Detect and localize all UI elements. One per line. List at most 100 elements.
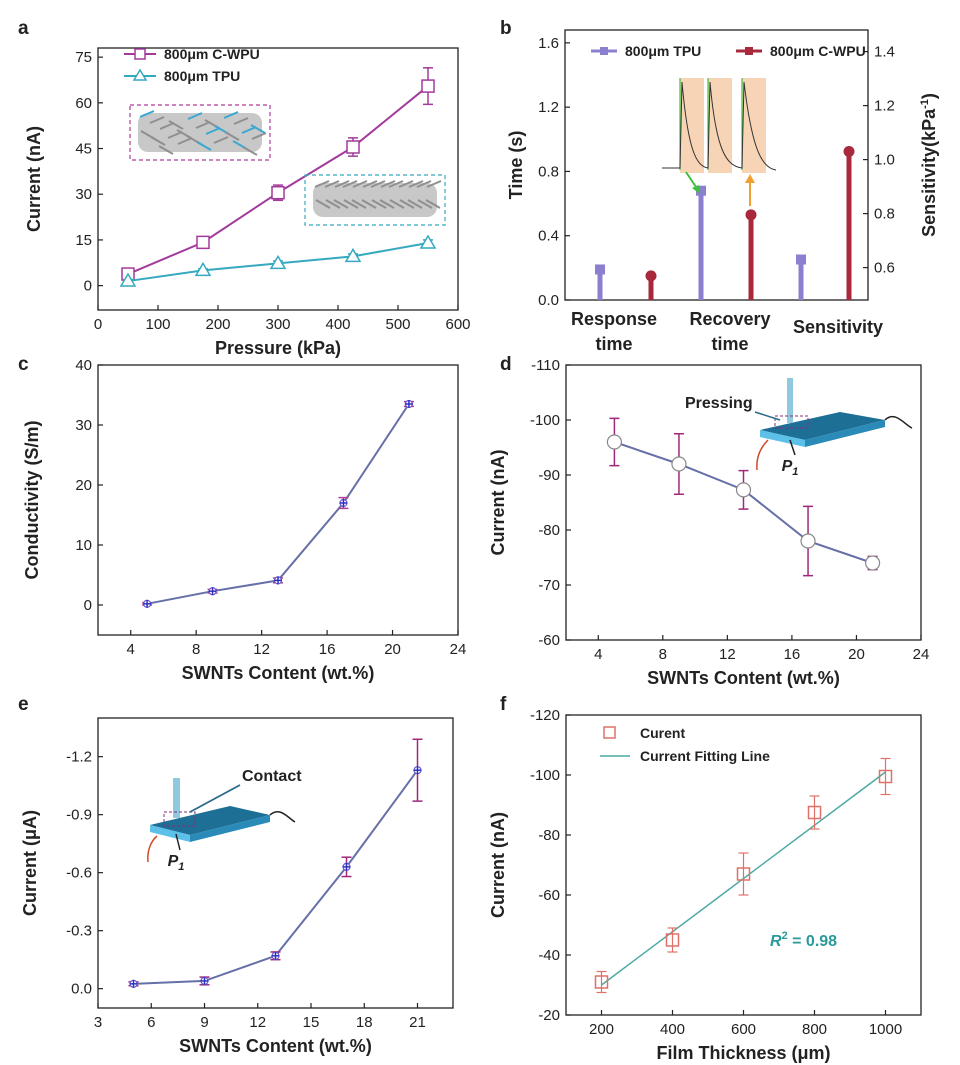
r-squared-label: R2 = 0.98 bbox=[770, 930, 837, 950]
x-tick-label: 600 bbox=[731, 1021, 756, 1038]
legend-marker bbox=[603, 726, 616, 739]
data-point bbox=[132, 68, 148, 81]
fiber-network-image bbox=[313, 180, 442, 217]
y2-axis-label-main: Sensitivity(kPa bbox=[919, 108, 939, 237]
x-tick-label: 6 bbox=[147, 1014, 155, 1031]
y-tick-label: 45 bbox=[75, 141, 92, 158]
x-axis-label: Film Thickness (μm) bbox=[656, 1043, 830, 1063]
inset-signal bbox=[662, 81, 777, 171]
y-tick-label: 40 bbox=[75, 357, 92, 374]
pointer-arrow bbox=[175, 833, 181, 851]
y-tick-label: -60 bbox=[538, 887, 560, 904]
fiber-strand bbox=[139, 110, 155, 118]
fiber-strand bbox=[150, 136, 166, 146]
annotation-pointer bbox=[754, 411, 781, 421]
y2-axis-label: Sensitivity(kPa-1) bbox=[919, 93, 939, 237]
y-tick-label: -0.9 bbox=[66, 807, 92, 824]
data-point bbox=[346, 140, 360, 154]
fiber-strand bbox=[380, 180, 396, 188]
r2-main: R bbox=[770, 933, 782, 950]
fiber-strand bbox=[389, 199, 405, 209]
device-wire bbox=[884, 415, 913, 429]
y-tick-label: -120 bbox=[530, 707, 560, 724]
x-tick-label: 400 bbox=[660, 1021, 685, 1038]
fiber-strand bbox=[149, 116, 165, 124]
data-point bbox=[800, 533, 816, 549]
legend-label: 800μm TPU bbox=[164, 68, 240, 84]
x-axis-label: Pressure (kPa) bbox=[215, 338, 341, 358]
x-tick-label: 200 bbox=[589, 1021, 614, 1038]
data-point bbox=[196, 235, 210, 250]
press-area bbox=[163, 811, 196, 827]
fiber-strand bbox=[334, 180, 350, 188]
device-front bbox=[190, 815, 270, 842]
y2-tick-label: 1.2 bbox=[874, 98, 895, 115]
legend-label: 800μm C-WPU bbox=[770, 43, 866, 59]
data-point bbox=[421, 79, 435, 93]
annotation-label: Pressing bbox=[685, 395, 753, 412]
plot-frame bbox=[97, 717, 454, 1009]
x-tick-label: 16 bbox=[319, 641, 336, 658]
y-axis-label: Current (nA) bbox=[488, 450, 508, 556]
data-point bbox=[606, 434, 623, 450]
fiber-strand bbox=[205, 127, 221, 135]
y-tick-label: 15 bbox=[75, 232, 92, 249]
y-tick-label: 1.6 bbox=[538, 35, 559, 52]
y-tick-label: 75 bbox=[75, 49, 92, 66]
inset-arrowhead bbox=[692, 185, 700, 194]
inset-shade bbox=[742, 78, 766, 173]
y-tick-label: -20 bbox=[538, 1007, 560, 1024]
data-point bbox=[344, 247, 362, 263]
fiber-strand bbox=[223, 111, 239, 119]
device-top bbox=[760, 412, 885, 440]
legend-marker bbox=[600, 47, 608, 55]
plot-frame bbox=[97, 364, 459, 636]
fiber-strand bbox=[314, 180, 330, 188]
panel-label-a: a bbox=[18, 18, 29, 39]
fiber-strand bbox=[213, 136, 229, 144]
x-tick-label: 15 bbox=[303, 1014, 320, 1031]
x-tick-label: 18 bbox=[356, 1014, 373, 1031]
legend-label: Current Fitting Line bbox=[640, 748, 770, 764]
x-tick-label: 3 bbox=[94, 1014, 102, 1031]
x-tick-label: 8 bbox=[659, 646, 667, 663]
device-wire bbox=[756, 439, 769, 471]
fiber-strand bbox=[398, 180, 414, 188]
y-tick-label: 0.0 bbox=[538, 292, 559, 309]
inset-frame bbox=[129, 104, 271, 161]
x-tick-label: 500 bbox=[385, 316, 410, 333]
x-tick-label: 16 bbox=[784, 646, 801, 663]
plot-frame bbox=[565, 364, 922, 641]
y-tick-label: -0.3 bbox=[66, 923, 92, 940]
y-tick-label: -110 bbox=[531, 357, 560, 374]
y-tick-label: 0.8 bbox=[538, 163, 559, 180]
fiber-strand bbox=[242, 146, 258, 156]
fiber-strand bbox=[342, 180, 358, 188]
data-point bbox=[134, 48, 146, 60]
data-point bbox=[594, 975, 609, 989]
fiber-strand bbox=[241, 126, 257, 134]
x-tick-label: 0 bbox=[94, 316, 102, 333]
fiber-strand bbox=[224, 131, 240, 141]
legend-marker bbox=[745, 47, 753, 55]
fiber-strand bbox=[388, 180, 404, 188]
device-front bbox=[805, 420, 885, 447]
fiber-mat bbox=[313, 183, 437, 217]
stem-head bbox=[843, 146, 855, 157]
device-wire bbox=[269, 810, 296, 823]
p1-sub: 1 bbox=[792, 466, 798, 478]
fiber-strand bbox=[324, 180, 340, 188]
y-tick-label: 0 bbox=[84, 597, 92, 614]
data-point bbox=[194, 261, 212, 277]
x-tick-label: 24 bbox=[913, 646, 930, 663]
y-tick-label: -0.6 bbox=[66, 865, 92, 882]
fiber-strand bbox=[325, 199, 341, 209]
data-point bbox=[671, 456, 687, 472]
x-tick-label: 1000 bbox=[869, 1021, 902, 1038]
x-tick-label: 12 bbox=[719, 646, 736, 663]
fiber-strand bbox=[196, 141, 212, 151]
y-tick-label: 60 bbox=[75, 95, 92, 112]
category-label: time bbox=[711, 334, 748, 354]
x-tick-label: 21 bbox=[409, 1014, 426, 1031]
x-tick-label: 4 bbox=[127, 641, 135, 658]
